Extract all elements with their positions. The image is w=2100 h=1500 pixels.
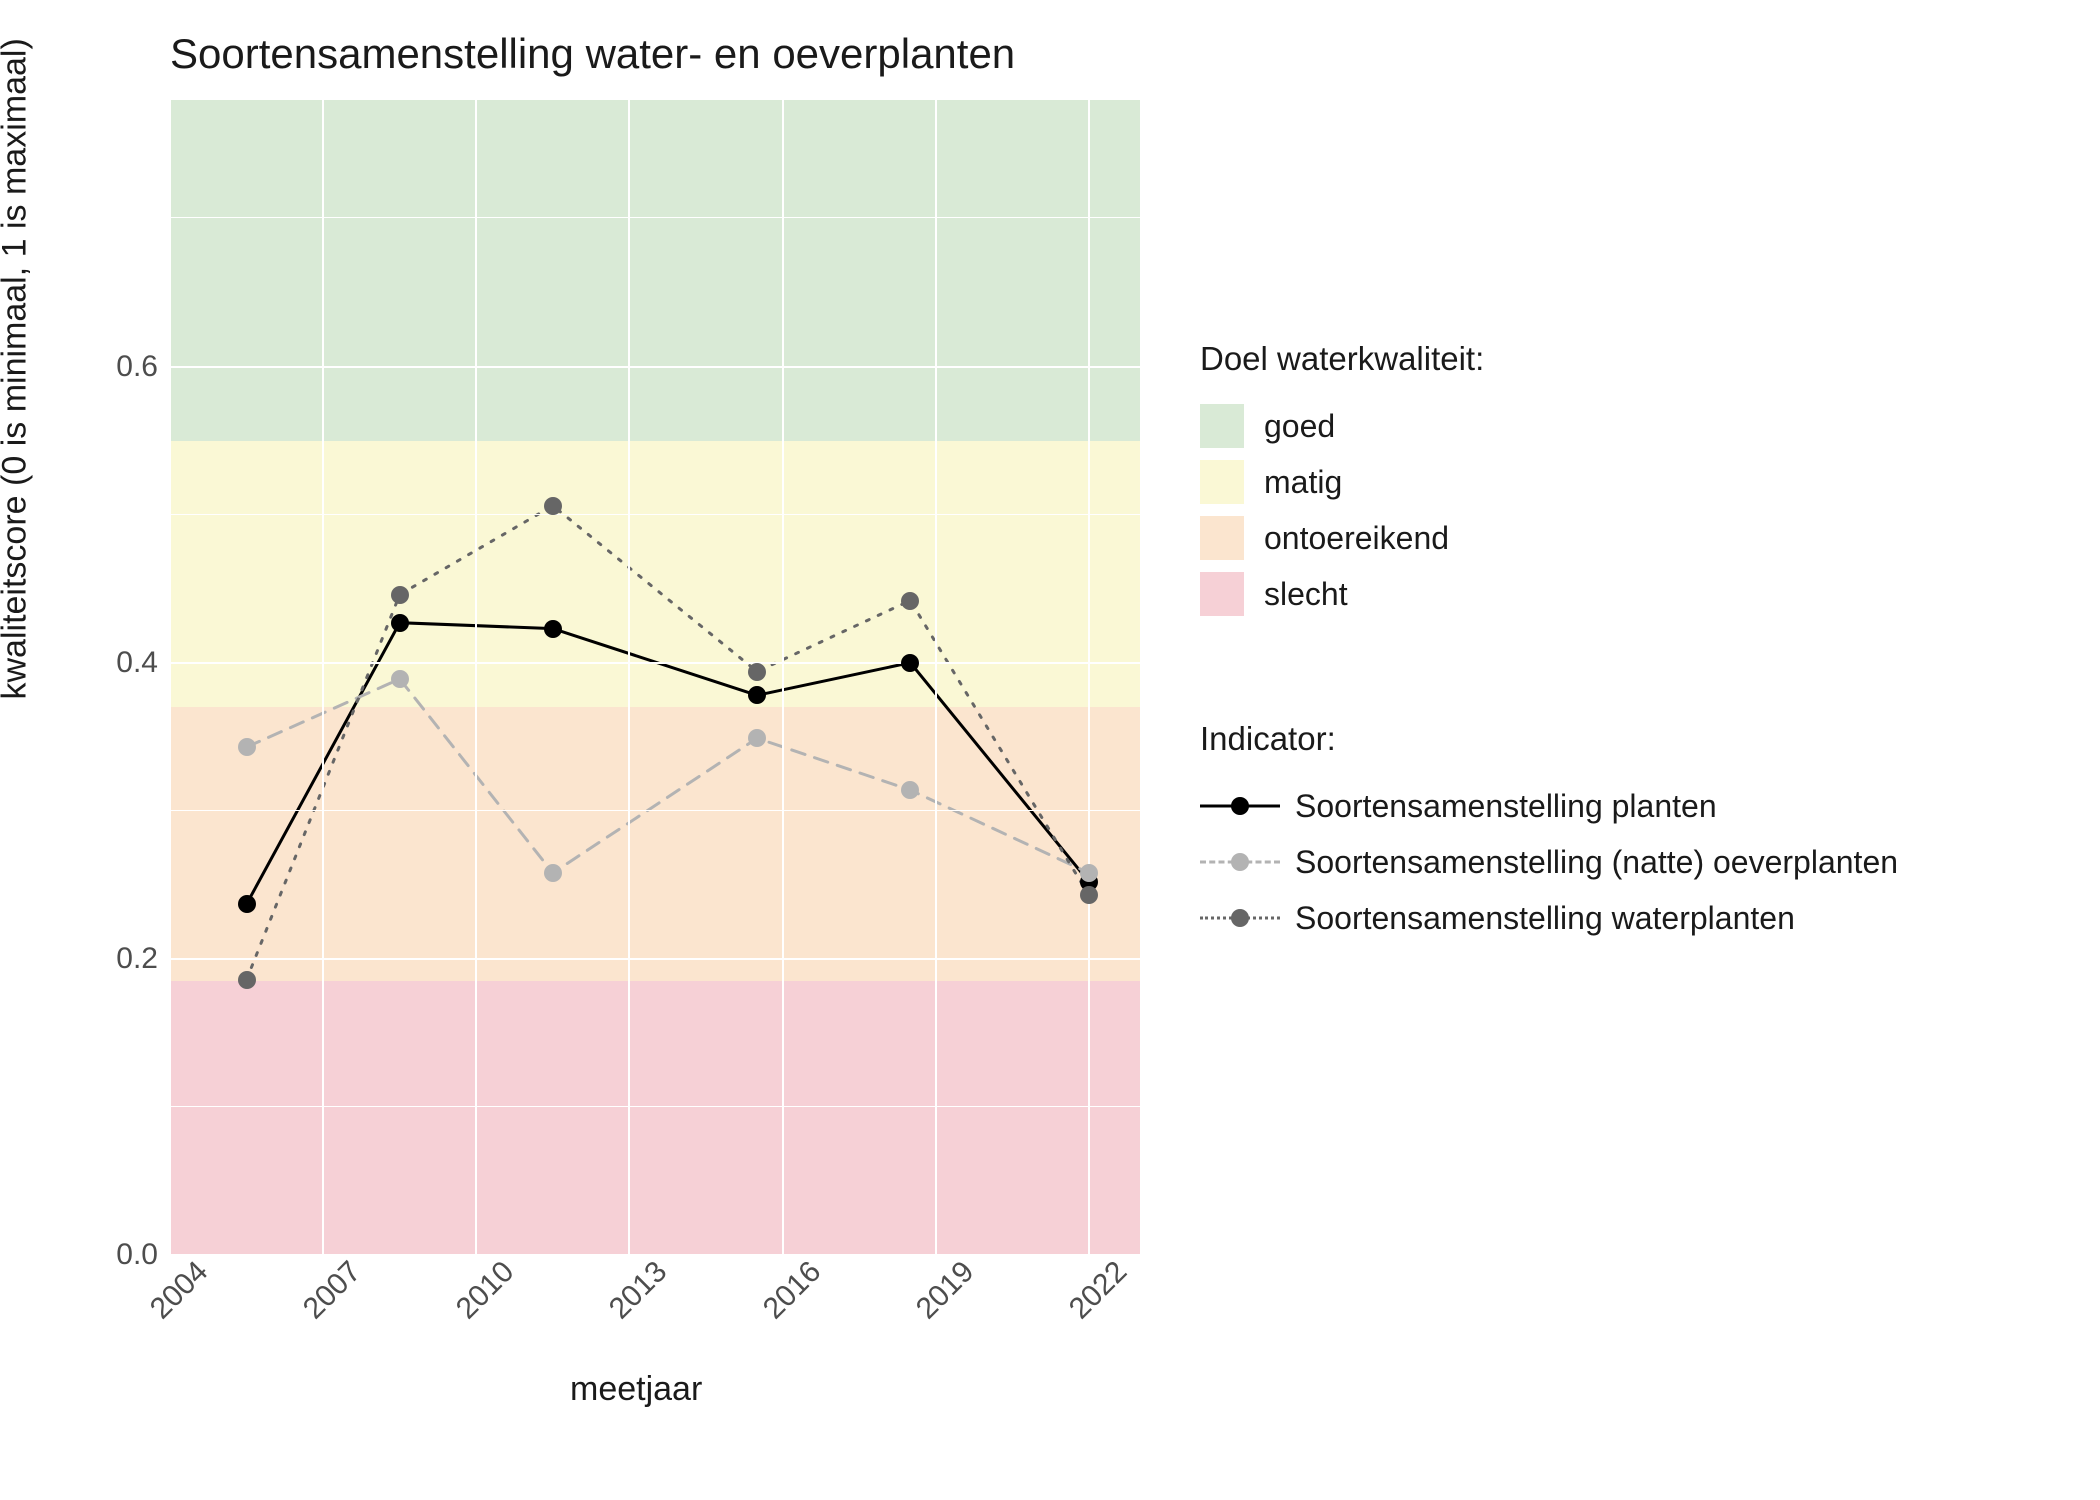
gridline-h: [170, 1106, 1140, 1107]
legend-band-item: goed: [1200, 398, 1484, 454]
data-point: [544, 864, 562, 882]
series-line: [247, 679, 1089, 873]
ytick-label: 0.0: [116, 1238, 158, 1272]
xtick-label: 2016: [756, 1255, 827, 1326]
data-point: [901, 592, 919, 610]
chart-title: Soortensamenstelling water- en oeverplan…: [170, 30, 1015, 78]
data-point: [238, 971, 256, 989]
gridline-h: [170, 662, 1140, 664]
legend-bands: Doel waterkwaliteit: goed matig ontoereike…: [1200, 340, 1484, 622]
legend-label: Soortensamenstelling waterplanten: [1295, 900, 1795, 937]
plot-area: 0.00.20.40.62004200720102013201620192022: [170, 100, 1140, 1255]
gridline-v: [1088, 100, 1090, 1255]
gridline-v: [322, 100, 324, 1255]
legend-label: Soortensamenstelling (natte) oeverplante…: [1295, 844, 1898, 881]
x-axis-label: meetjaar: [570, 1370, 702, 1409]
gridline-h: [170, 366, 1140, 368]
gridline-v: [935, 100, 937, 1255]
data-point: [1080, 864, 1098, 882]
legend-series: Indicator: Soortensamenstelling planten S…: [1200, 720, 1898, 946]
legend-label: slecht: [1264, 576, 1348, 613]
legend-band-item: slecht: [1200, 566, 1484, 622]
data-point: [238, 895, 256, 913]
data-point: [748, 686, 766, 704]
gridline-h: [170, 1254, 1140, 1256]
legend-band-item: matig: [1200, 454, 1484, 510]
data-point: [391, 670, 409, 688]
xtick-label: 2007: [297, 1255, 368, 1326]
legend-series-item: Soortensamenstelling planten: [1200, 778, 1898, 834]
legend-swatch: [1200, 516, 1244, 560]
series-lines: [170, 100, 1140, 1255]
legend-bands-title: Doel waterkwaliteit:: [1200, 340, 1484, 378]
ytick-label: 0.4: [116, 646, 158, 680]
y-axis-label: kwaliteitscore (0 is minimaal, 1 is maxi…: [0, 38, 35, 699]
data-point: [901, 781, 919, 799]
series-line: [247, 506, 1089, 980]
data-point: [748, 729, 766, 747]
data-point: [901, 654, 919, 672]
gridline-h: [170, 514, 1140, 515]
gridline-h: [170, 810, 1140, 811]
data-point: [748, 663, 766, 681]
gridline-h: [170, 217, 1140, 218]
legend-label: ontoereikend: [1264, 520, 1449, 557]
legend-series-item: Soortensamenstelling waterplanten: [1200, 890, 1898, 946]
xtick-label: 2013: [603, 1255, 674, 1326]
legend-label: matig: [1264, 464, 1342, 501]
gridline-v: [782, 100, 784, 1255]
ytick-label: 0.6: [116, 350, 158, 384]
data-point: [544, 620, 562, 638]
data-point: [391, 614, 409, 632]
data-point: [544, 497, 562, 515]
legend-label: goed: [1264, 408, 1335, 445]
legend-marker: [1200, 842, 1280, 882]
legend-swatch: [1200, 572, 1244, 616]
ytick-label: 0.2: [116, 942, 158, 976]
gridline-v: [169, 100, 171, 1255]
legend-label: Soortensamenstelling planten: [1295, 788, 1717, 825]
gridline-v: [628, 100, 630, 1255]
data-point: [238, 738, 256, 756]
data-point: [1080, 886, 1098, 904]
xtick-label: 2010: [450, 1255, 521, 1326]
xtick-label: 2019: [910, 1255, 981, 1326]
legend-swatch: [1200, 404, 1244, 448]
legend-marker: [1200, 898, 1280, 938]
chart-container: Soortensamenstelling water- en oeverplan…: [0, 0, 2100, 1500]
xtick-label: 2022: [1063, 1255, 1134, 1326]
legend-marker: [1200, 786, 1280, 826]
gridline-h: [170, 958, 1140, 960]
legend-series-title: Indicator:: [1200, 720, 1898, 758]
legend-band-item: ontoereikend: [1200, 510, 1484, 566]
legend-swatch: [1200, 460, 1244, 504]
gridline-v: [475, 100, 477, 1255]
legend-series-item: Soortensamenstelling (natte) oeverplante…: [1200, 834, 1898, 890]
data-point: [391, 586, 409, 604]
